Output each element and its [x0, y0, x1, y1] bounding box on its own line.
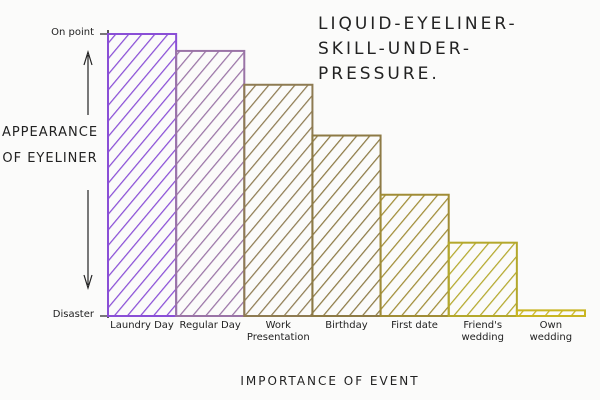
- x-tick-label: Laundry Day: [110, 320, 174, 331]
- bar: [107, 33, 178, 317]
- x-axis-label: IMPORTANCE OF EVENT: [240, 374, 420, 388]
- x-tick-label: Own wedding: [529, 320, 573, 343]
- x-tick-label: Friend's wedding: [461, 320, 504, 343]
- x-tick-label: Regular Day: [179, 320, 241, 331]
- up-arrow: [83, 49, 93, 115]
- bar: [379, 193, 450, 318]
- y-axis-label: APPEARANCE OF EYELINER: [1, 125, 99, 166]
- bar: [311, 134, 382, 317]
- y-tick-label: On point: [51, 27, 94, 38]
- bar: [175, 49, 246, 317]
- x-tick-label: Work Presentation: [246, 320, 310, 343]
- chart-title: LIQUID-EYELINER-SKILL-UNDER-PRESSURE.: [318, 14, 518, 84]
- bar: [515, 309, 586, 317]
- bar: [243, 83, 314, 318]
- x-tick-label: Birthday: [325, 320, 368, 331]
- x-tick-label: First date: [391, 320, 438, 331]
- down-arrow: [83, 190, 93, 291]
- y-tick-label: Disaster: [52, 309, 94, 320]
- bar: [447, 241, 518, 317]
